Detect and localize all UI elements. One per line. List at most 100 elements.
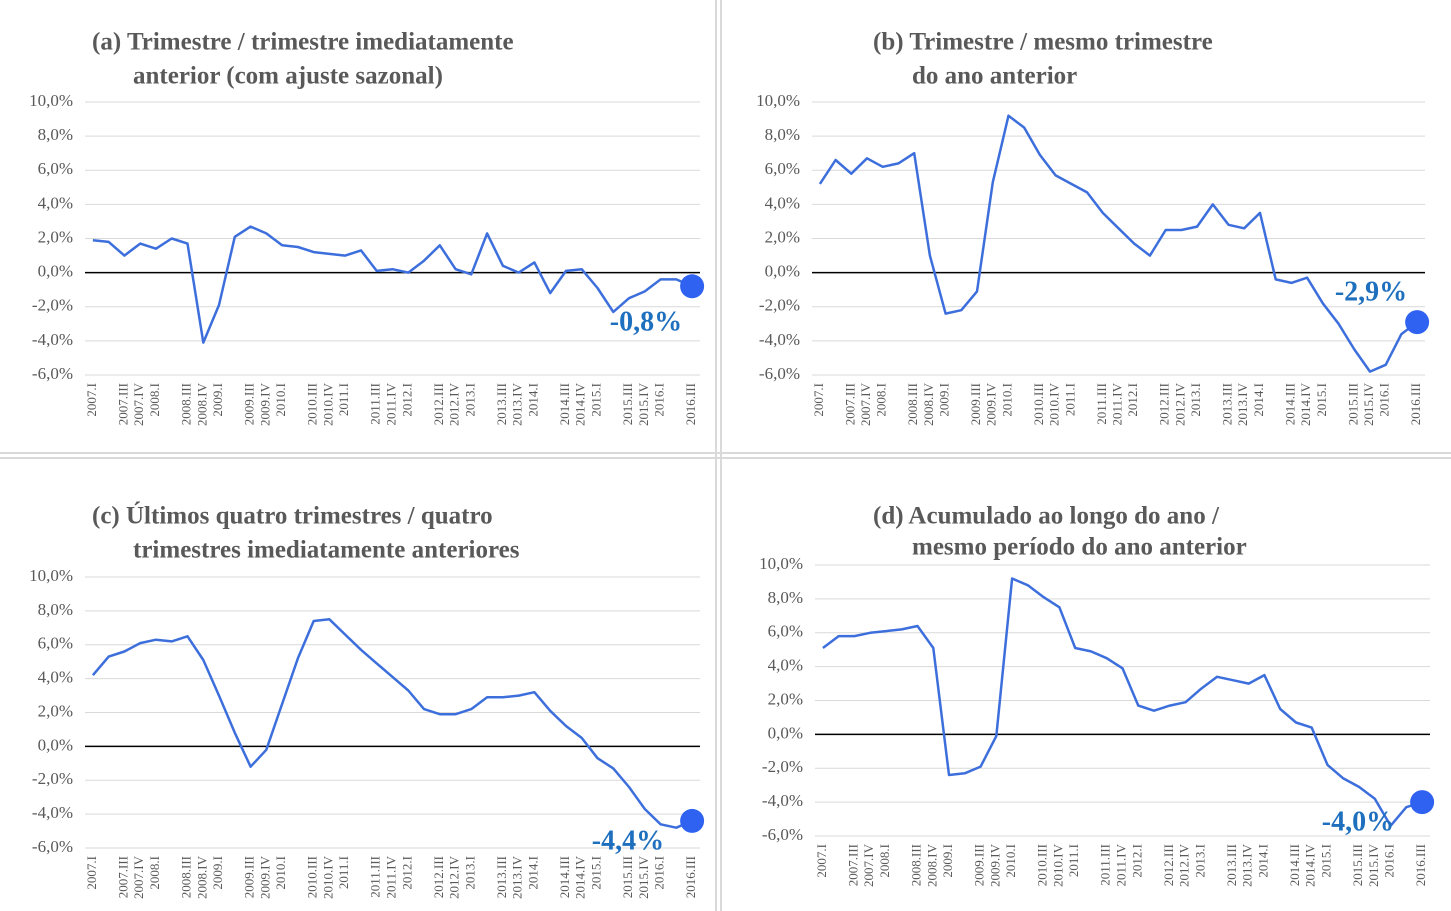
x-tick-label: 2011.IV bbox=[383, 855, 398, 898]
y-tick-label: 4,0% bbox=[765, 193, 800, 212]
highlight-point bbox=[680, 274, 705, 299]
y-tick-label: 10,0% bbox=[29, 566, 73, 585]
x-tick-label: 2016.III bbox=[683, 856, 698, 898]
x-tick-label: 2012.III bbox=[431, 383, 446, 425]
x-tick-label: 2012.I bbox=[399, 856, 414, 890]
x-tick-label: 2011.I bbox=[336, 383, 351, 416]
x-tick-label: 2015.III bbox=[1345, 383, 1360, 425]
x-tick-label: 2007.I bbox=[84, 856, 99, 890]
y-tick-label: -4,0% bbox=[759, 330, 800, 349]
x-tick-label: 2009.III bbox=[242, 383, 257, 425]
x-tick-label: 2015.IV bbox=[1366, 843, 1381, 887]
value-label: -4,4% bbox=[592, 825, 664, 856]
x-tick-label: 2010.III bbox=[305, 383, 320, 425]
y-tick-label: 10,0% bbox=[759, 554, 803, 573]
y-tick-label: 6,0% bbox=[765, 159, 800, 178]
chart-title: (c) Últimos quatro trimestres / quatro bbox=[92, 502, 493, 530]
y-tick-label: 0,0% bbox=[765, 262, 800, 281]
x-tick-label: 2014.I bbox=[1251, 383, 1266, 417]
x-tick-label: 2014.IV bbox=[573, 855, 588, 899]
y-tick-label: 8,0% bbox=[38, 600, 73, 619]
y-tick-label: 2,0% bbox=[38, 227, 73, 246]
x-tick-label: 2015.I bbox=[588, 383, 603, 417]
x-tick-label: 2008.III bbox=[178, 856, 193, 898]
x-tick-label: 2007.IV bbox=[131, 855, 146, 899]
x-tick-label: 2008.I bbox=[877, 844, 892, 878]
x-tick-label: 2012.III bbox=[1161, 844, 1176, 886]
y-tick-label: -2,0% bbox=[32, 296, 73, 315]
x-tick-label: 2012.III bbox=[431, 856, 446, 898]
y-tick-label: 2,0% bbox=[765, 227, 800, 246]
x-tick-label: 2011.I bbox=[1062, 383, 1077, 416]
x-tick-label: 2009.IV bbox=[257, 855, 272, 899]
x-tick-label: 2012.I bbox=[399, 383, 414, 417]
y-tick-label: 8,0% bbox=[768, 588, 803, 607]
x-tick-label: 2016.I bbox=[1382, 844, 1397, 878]
x-tick-label: 2011.IV bbox=[383, 382, 398, 425]
y-tick-label: -2,0% bbox=[759, 296, 800, 315]
x-tick-label: 2007.IV bbox=[858, 382, 873, 426]
x-tick-label: 2013.I bbox=[1192, 844, 1207, 878]
x-tick-label: 2013.IV bbox=[1235, 382, 1250, 426]
y-tick-label: -4,0% bbox=[32, 330, 73, 349]
y-tick-label: -4,0% bbox=[32, 803, 73, 822]
x-tick-label: 2013.III bbox=[1220, 383, 1235, 425]
x-tick-label: 2010.III bbox=[1031, 383, 1046, 425]
x-tick-label: 2007.I bbox=[814, 844, 829, 878]
chart-title: (b) Trimestre / mesmo trimestre bbox=[873, 29, 1213, 56]
chart-title: mesmo período do ano anterior bbox=[912, 534, 1247, 561]
x-tick-label: 2007.III bbox=[115, 856, 130, 898]
x-tick-label: 2008.I bbox=[874, 383, 889, 417]
x-tick-label: 2011.III bbox=[368, 383, 383, 425]
x-tick-label: 2012.I bbox=[1129, 844, 1144, 878]
series-line bbox=[92, 225, 693, 344]
y-tick-label: 10,0% bbox=[756, 91, 800, 110]
x-tick-label: 2009.I bbox=[210, 383, 225, 417]
chart-title: (a) Trimestre / trimestre imediatamente bbox=[92, 29, 514, 56]
x-tick-label: 2014.IV bbox=[1298, 382, 1313, 426]
x-tick-label: 2015.IV bbox=[636, 382, 651, 426]
x-tick-label: 2015.I bbox=[588, 856, 603, 890]
x-tick-label: 2013.III bbox=[1224, 844, 1239, 886]
x-tick-label: 2014.III bbox=[557, 856, 572, 898]
x-tick-label: 2007.III bbox=[115, 383, 130, 425]
y-tick-label: 0,0% bbox=[38, 735, 73, 754]
x-tick-label: 2015.I bbox=[1314, 383, 1329, 417]
y-tick-label: 8,0% bbox=[38, 125, 73, 144]
x-tick-label: 2013.III bbox=[494, 383, 509, 425]
x-tick-label: 2010.IV bbox=[320, 382, 335, 426]
chart-title: do ano anterior bbox=[912, 63, 1077, 90]
x-tick-label: 2010.III bbox=[1035, 844, 1050, 886]
highlight-point bbox=[680, 808, 705, 833]
x-tick-label: 2008.IV bbox=[194, 855, 209, 899]
x-tick-label: 2012.III bbox=[1157, 383, 1172, 425]
y-tick-label: -6,0% bbox=[32, 364, 73, 383]
x-tick-label: 2008.IV bbox=[194, 382, 209, 426]
x-tick-label: 2011.IV bbox=[1109, 382, 1124, 425]
x-tick-label: 2011.III bbox=[1098, 844, 1113, 886]
x-tick-label: 2016.I bbox=[652, 383, 667, 417]
x-tick-label: 2007.III bbox=[842, 383, 857, 425]
x-tick-label: 2013.IV bbox=[1240, 843, 1255, 887]
x-tick-label: 2012.I bbox=[1125, 383, 1140, 417]
x-tick-label: 2013.III bbox=[494, 856, 509, 898]
x-tick-label: 2012.IV bbox=[1172, 382, 1187, 426]
x-tick-label: 2009.I bbox=[937, 383, 952, 417]
x-tick-label: 2014.III bbox=[1287, 844, 1302, 886]
series-line bbox=[818, 114, 1418, 373]
x-tick-label: 2014.I bbox=[525, 383, 540, 417]
series-line bbox=[822, 577, 1423, 828]
value-label: -0,8% bbox=[610, 307, 682, 338]
x-tick-label: 2007.III bbox=[845, 844, 860, 886]
x-tick-label: 2015.I bbox=[1318, 844, 1333, 878]
x-tick-label: 2008.I bbox=[147, 856, 162, 890]
x-tick-label: 2011.I bbox=[1066, 844, 1081, 877]
value-label: -4,0% bbox=[1322, 807, 1394, 838]
x-tick-label: 2007.I bbox=[811, 383, 826, 417]
y-tick-label: -6,0% bbox=[759, 364, 800, 383]
y-tick-label: 4,0% bbox=[38, 668, 73, 687]
x-tick-label: 2008.IV bbox=[924, 843, 939, 887]
y-tick-label: 0,0% bbox=[768, 723, 803, 742]
x-tick-label: 2009.III bbox=[972, 844, 987, 886]
